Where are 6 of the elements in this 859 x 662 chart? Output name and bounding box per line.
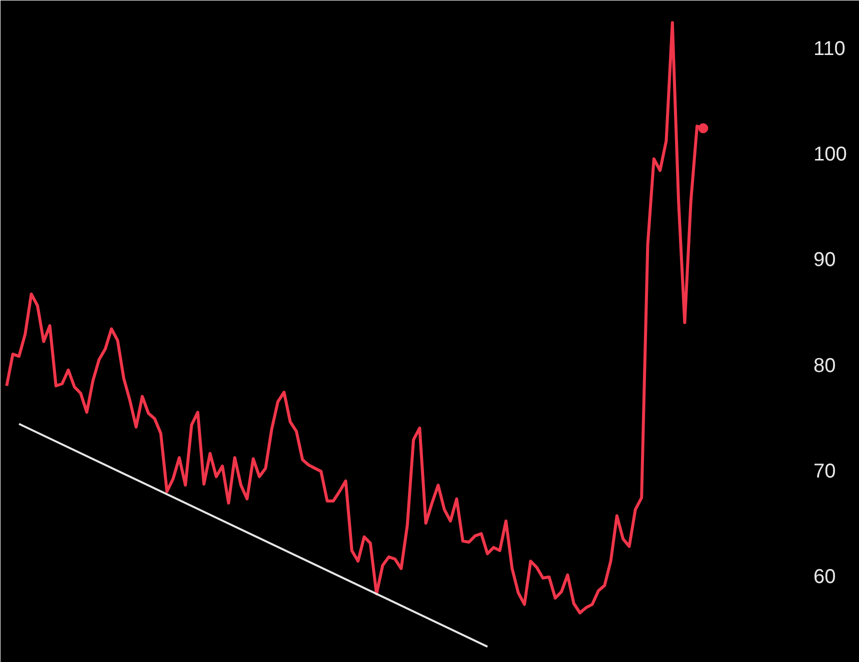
y-tick-label: 100 <box>814 144 847 166</box>
y-tick-label: 90 <box>814 249 836 272</box>
y-tick-label: 60 <box>814 566 836 588</box>
y-tick-label: 70 <box>814 460 836 482</box>
y-tick-label: 110 <box>814 38 846 60</box>
y-tick-label: 80 <box>814 354 836 377</box>
